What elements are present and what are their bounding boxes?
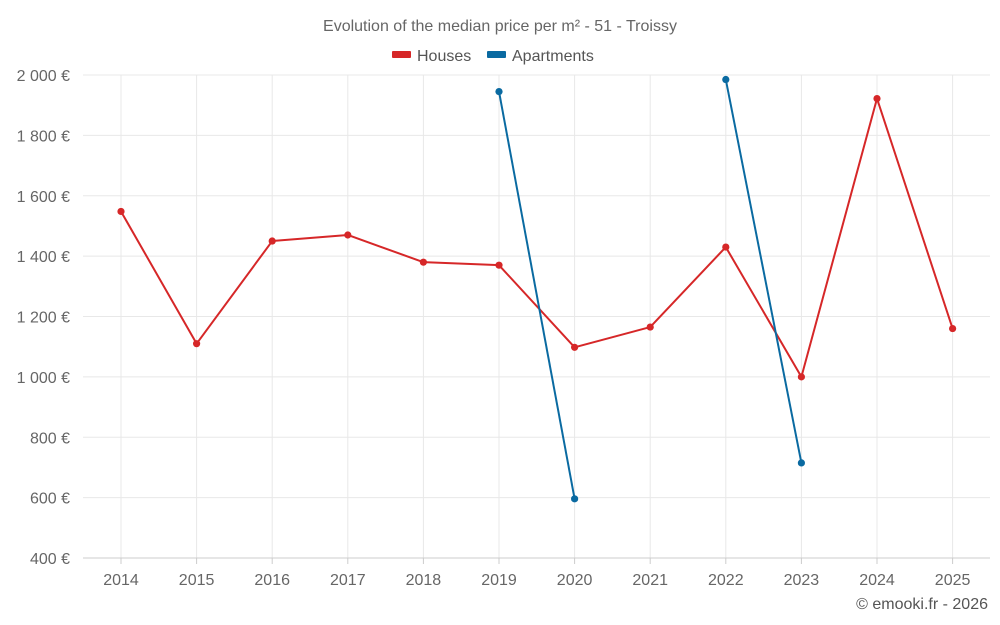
- chart-title: Evolution of the median price per m² - 5…: [323, 18, 677, 35]
- y-tick-label: 1 000 €: [17, 370, 70, 387]
- data-point-houses[interactable]: [419, 258, 427, 266]
- x-tick-label: 2014: [103, 572, 139, 589]
- y-tick-label: 800 €: [30, 430, 70, 447]
- x-tick-label: 2016: [254, 572, 290, 589]
- x-tick-label: 2015: [179, 572, 215, 589]
- data-point-houses[interactable]: [495, 261, 503, 269]
- data-point-houses[interactable]: [117, 207, 125, 216]
- legend-label-apartments: Apartments: [512, 48, 594, 65]
- series-houses: [117, 94, 957, 381]
- x-tick-label: 2025: [935, 572, 971, 589]
- x-tick-label: 2022: [708, 572, 744, 589]
- y-axis: 400 € 600 € 800 € 1 000 € 1 200 € 1 400 € 1 60…: [17, 68, 70, 568]
- data-point-houses[interactable]: [344, 231, 352, 239]
- data-point-apartments[interactable]: [797, 459, 806, 467]
- credit-text: © emooki.fr - 2026: [856, 596, 988, 613]
- data-point-houses[interactable]: [193, 340, 201, 348]
- x-tick-label: 2020: [557, 572, 593, 589]
- y-tick-label: 1 400 €: [17, 249, 70, 266]
- x-tick-label: 2017: [330, 572, 366, 589]
- data-point-houses[interactable]: [646, 323, 654, 331]
- x-tick-label: 2021: [632, 572, 668, 589]
- legend: Houses Apartments: [392, 48, 594, 65]
- data-point-apartments[interactable]: [571, 495, 579, 503]
- x-tick-label: 2024: [859, 572, 895, 589]
- x-tick-label: 2018: [406, 572, 442, 589]
- data-point-houses[interactable]: [873, 94, 881, 103]
- y-tick-label: 600 €: [30, 491, 70, 508]
- legend-swatch-houses: [392, 51, 411, 58]
- data-point-apartments[interactable]: [722, 75, 730, 84]
- x-axis: 2014 2015 2016 2017 2018 2019 2020 2021 2022 2023…: [83, 557, 990, 589]
- y-tick-label: 1 600 €: [17, 189, 70, 206]
- data-point-apartments[interactable]: [495, 88, 503, 96]
- data-point-houses[interactable]: [268, 237, 276, 245]
- data-point-houses[interactable]: [571, 343, 579, 351]
- data-point-houses[interactable]: [949, 324, 957, 333]
- y-tick-label: 1 800 €: [17, 128, 70, 145]
- x-tick-label: 2019: [481, 572, 517, 589]
- legend-swatch-apartments: [487, 51, 506, 58]
- legend-item-apartments[interactable]: Apartments: [487, 48, 594, 65]
- series: [117, 75, 957, 503]
- legend-label-houses: Houses: [417, 48, 471, 65]
- y-tick-label: 400 €: [30, 551, 70, 568]
- x-tick-label: 2023: [784, 572, 820, 589]
- series-line-houses: [120, 97, 954, 378]
- grid-lines: [83, 74, 990, 558]
- y-tick-label: 1 200 €: [17, 310, 70, 327]
- data-point-houses[interactable]: [722, 243, 730, 251]
- series-line-apartments: [724, 79, 803, 464]
- series-apartments: [495, 75, 806, 503]
- data-point-houses[interactable]: [797, 373, 806, 381]
- series-line-apartments: [498, 91, 576, 500]
- y-tick-label: 2 000 €: [17, 68, 70, 85]
- legend-item-houses[interactable]: Houses: [392, 48, 471, 65]
